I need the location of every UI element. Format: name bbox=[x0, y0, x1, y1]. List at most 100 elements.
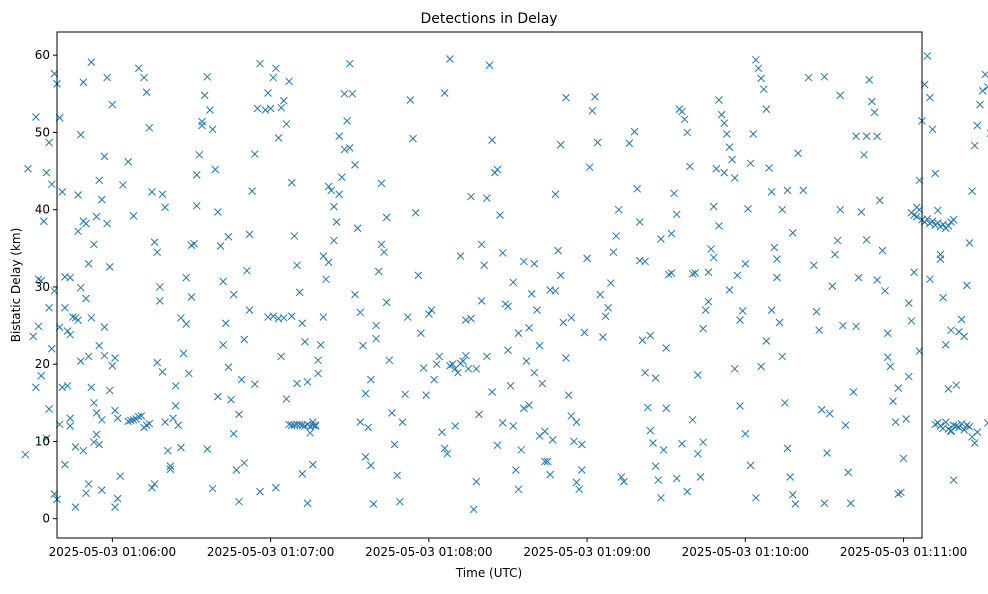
data-point bbox=[968, 187, 976, 195]
data-point bbox=[116, 472, 125, 481]
data-point bbox=[356, 418, 365, 426]
data-point bbox=[596, 290, 605, 299]
data-point bbox=[746, 159, 755, 168]
data-point bbox=[651, 374, 660, 382]
x-axis: 2025-05-03 01:06:00 2025-05-03 01:07:00 20… bbox=[49, 538, 967, 559]
data-point bbox=[899, 454, 908, 463]
data-point bbox=[849, 388, 858, 396]
data-point bbox=[657, 235, 665, 243]
data-point bbox=[646, 331, 655, 340]
data-point bbox=[58, 188, 67, 196]
data-point bbox=[620, 477, 628, 486]
data-point bbox=[794, 149, 802, 158]
data-point bbox=[155, 296, 164, 305]
data-point bbox=[124, 157, 133, 166]
data-point bbox=[97, 415, 106, 424]
data-point bbox=[973, 428, 982, 437]
data-point bbox=[715, 222, 723, 230]
data-point bbox=[237, 375, 246, 384]
data-point bbox=[828, 282, 837, 291]
data-point bbox=[208, 125, 217, 134]
data-point bbox=[272, 64, 280, 73]
data-point bbox=[161, 418, 169, 426]
data-point bbox=[606, 279, 615, 287]
data-point bbox=[277, 103, 286, 112]
data-point bbox=[395, 497, 404, 506]
data-point bbox=[461, 351, 470, 360]
data-point bbox=[635, 218, 644, 226]
data-point bbox=[134, 64, 143, 73]
x-tick-label: 2025-05-03 01:06:00 bbox=[49, 545, 176, 559]
data-point bbox=[546, 286, 555, 294]
data-point bbox=[229, 429, 238, 438]
data-point bbox=[66, 273, 75, 282]
data-point bbox=[933, 218, 942, 227]
data-point bbox=[493, 441, 502, 450]
data-point bbox=[95, 440, 104, 449]
data-point bbox=[330, 236, 338, 245]
data-point bbox=[696, 473, 705, 481]
data-point bbox=[47, 180, 56, 189]
data-point bbox=[928, 217, 937, 226]
data-point bbox=[351, 161, 359, 169]
data-point bbox=[319, 252, 328, 260]
data-point bbox=[47, 344, 56, 353]
data-point bbox=[37, 276, 46, 285]
data-point bbox=[854, 273, 863, 282]
data-point bbox=[224, 363, 233, 372]
data-point bbox=[799, 186, 808, 195]
data-point bbox=[812, 307, 821, 316]
data-point bbox=[670, 189, 678, 198]
data-point bbox=[203, 445, 212, 454]
data-point bbox=[63, 327, 72, 335]
data-point bbox=[340, 89, 349, 98]
data-point bbox=[562, 93, 570, 102]
y-tick-label: 40 bbox=[35, 203, 50, 217]
data-point bbox=[90, 438, 98, 447]
data-point bbox=[409, 134, 417, 143]
data-point bbox=[245, 306, 254, 314]
data-point bbox=[192, 171, 201, 179]
data-point bbox=[538, 379, 547, 388]
data-point bbox=[559, 318, 568, 327]
data-point bbox=[279, 313, 288, 322]
data-point bbox=[907, 317, 916, 325]
data-point bbox=[163, 446, 172, 455]
data-point bbox=[187, 293, 196, 301]
data-point bbox=[472, 364, 481, 373]
data-point bbox=[839, 321, 847, 330]
data-point bbox=[353, 224, 362, 233]
data-point bbox=[530, 368, 539, 377]
data-point bbox=[279, 96, 288, 105]
data-point bbox=[897, 488, 905, 497]
data-point bbox=[651, 462, 660, 471]
data-point bbox=[836, 91, 845, 100]
data-point bbox=[432, 360, 441, 369]
data-point bbox=[79, 78, 88, 87]
data-point bbox=[37, 371, 46, 380]
data-point bbox=[483, 194, 491, 202]
data-point bbox=[646, 426, 655, 435]
data-point bbox=[717, 110, 726, 119]
y-tick-label: 0 bbox=[42, 512, 50, 526]
data-point bbox=[591, 93, 599, 101]
data-point bbox=[583, 254, 591, 263]
data-point bbox=[533, 306, 541, 314]
data-point bbox=[214, 208, 222, 216]
data-point bbox=[232, 466, 241, 474]
data-point bbox=[467, 192, 475, 201]
data-point bbox=[483, 352, 491, 361]
data-point bbox=[308, 418, 317, 426]
data-point bbox=[601, 312, 610, 321]
data-point bbox=[488, 136, 496, 145]
y-axis-label: Bistatic Delay (km) bbox=[9, 228, 23, 343]
data-points bbox=[21, 52, 988, 514]
data-point bbox=[730, 174, 739, 182]
data-point bbox=[788, 490, 797, 499]
data-point bbox=[256, 487, 264, 496]
data-point bbox=[949, 476, 958, 484]
data-point bbox=[949, 421, 958, 430]
data-point bbox=[778, 352, 787, 361]
data-point bbox=[496, 211, 504, 219]
data-point bbox=[150, 238, 159, 246]
